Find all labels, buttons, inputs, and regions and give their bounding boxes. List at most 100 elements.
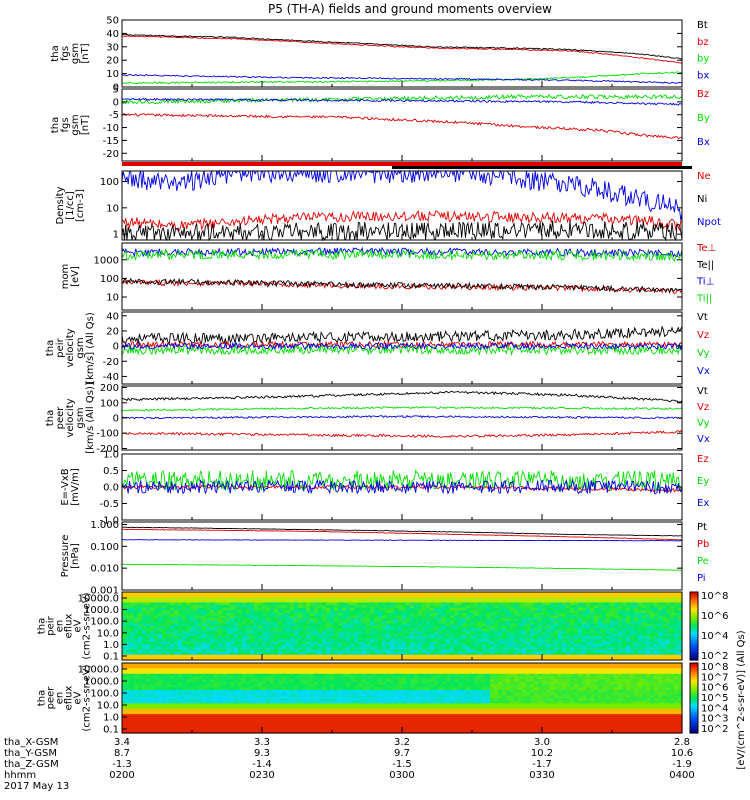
spec-cell-peir_en bbox=[238, 633, 243, 638]
spec-cell-peir_en bbox=[458, 626, 463, 630]
spec-cell-peir_en bbox=[642, 646, 647, 651]
spec-cell-peir_en bbox=[486, 649, 491, 653]
spec-cell-peir_en bbox=[502, 644, 507, 648]
spec-cell-peir_en bbox=[370, 636, 375, 640]
spec-cell-peir_en bbox=[162, 641, 167, 645]
spec-cell-peir_en bbox=[290, 644, 295, 648]
spec-cell-peir_en bbox=[650, 612, 655, 617]
spec-cell-peir_en bbox=[154, 594, 159, 598]
spec-cell-peer_en bbox=[194, 730, 199, 734]
spec-cell-peir_en bbox=[402, 592, 407, 596]
spec-cell-peir_en bbox=[202, 641, 207, 645]
spec-cell-peer_en bbox=[234, 708, 239, 713]
spec-cell-peer_en bbox=[226, 722, 231, 726]
spec-cell-peir_en bbox=[206, 626, 211, 630]
spec-cell-peir_en bbox=[406, 636, 411, 640]
spec-cell-peir_en bbox=[346, 615, 351, 619]
spec-cell-peer_en bbox=[174, 711, 179, 715]
spec-cell-peir_en bbox=[614, 636, 619, 640]
spec-cell-peir_en bbox=[482, 602, 487, 606]
ylabel-line-vel_all-4: [km/s] (All Qs) bbox=[85, 312, 96, 384]
spec-cell-peir_en bbox=[490, 594, 495, 598]
spec-cell-peer_en bbox=[130, 692, 135, 696]
spec-cell-peir_en bbox=[370, 610, 375, 614]
spec-cell-peir_en bbox=[166, 646, 171, 651]
spec-cell-peir_en bbox=[346, 652, 351, 656]
spec-cell-peir_en bbox=[446, 654, 451, 658]
spec-cell-peir_en bbox=[594, 639, 599, 643]
legend-label-vel_e-0: Vt bbox=[697, 386, 708, 397]
spec-cell-peir_en bbox=[638, 646, 643, 651]
spec-cell-peir_en bbox=[534, 652, 539, 656]
spec-cell-peir_en bbox=[350, 657, 355, 661]
spec-cell-peir_en bbox=[494, 641, 499, 645]
spec-ylabel-line-peir_en-5: (cm2-s-sr-eV) bbox=[82, 592, 93, 659]
spec-cell-peir_en bbox=[506, 610, 511, 614]
spec-cell-peir_en bbox=[494, 612, 499, 617]
spec-cell-peir_en bbox=[322, 594, 327, 598]
spec-cell-peir_en bbox=[286, 599, 291, 604]
spec-cell-peir_en bbox=[462, 654, 467, 658]
spec-cell-peir_en bbox=[594, 623, 599, 627]
spec-cell-peer_en bbox=[242, 695, 247, 699]
spec-cell-peir_en bbox=[206, 607, 211, 611]
spec-cell-peir_en bbox=[470, 628, 475, 632]
spec-cell-peir_en bbox=[398, 623, 403, 627]
spec-cell-peir_en bbox=[550, 657, 555, 661]
spec-cell-peir_en bbox=[606, 649, 611, 653]
spec-cell-peir_en bbox=[554, 636, 559, 640]
spec-cell-peir_en bbox=[350, 626, 355, 630]
spec-cell-peir_en bbox=[606, 623, 611, 627]
spec-cell-peer_en bbox=[202, 684, 207, 688]
spec-cell-peir_en bbox=[330, 649, 335, 653]
spec-cell-peir_en bbox=[394, 620, 399, 624]
spec-cell-peir_en bbox=[350, 636, 355, 640]
spec-cell-peir_en bbox=[206, 623, 211, 627]
spec-cell-peir_en bbox=[186, 644, 191, 648]
spec-cell-peer_en bbox=[250, 671, 255, 675]
spec-cell-peir_en bbox=[674, 623, 679, 627]
spec-cell-peir_en bbox=[490, 620, 495, 624]
spec-cell-peer_en bbox=[258, 689, 263, 694]
spec-cell-peir_en bbox=[474, 654, 479, 658]
spec-cell-peir_en bbox=[622, 628, 627, 632]
spec-cell-peir_en bbox=[474, 641, 479, 645]
spec-cell-peer_en bbox=[278, 671, 283, 675]
spec-cell-peir_en bbox=[426, 597, 431, 601]
spec-cell-peir_en bbox=[222, 615, 227, 619]
spec-cell-peir_en bbox=[378, 612, 383, 617]
spec-cell-peir_en bbox=[362, 633, 367, 638]
spec-cell-peir_en bbox=[206, 602, 211, 606]
spec-cell-peir_en bbox=[462, 620, 467, 624]
spec-cell-peir_en bbox=[594, 612, 599, 617]
spec-cell-peer_en bbox=[210, 727, 215, 731]
spec-cell-peer_en bbox=[258, 668, 263, 672]
spec-cell-peir_en bbox=[186, 605, 191, 609]
spec-cell-peir_en bbox=[134, 652, 139, 656]
spec-cell-peer_en bbox=[222, 668, 227, 672]
spec-cell-peir_en bbox=[390, 639, 395, 643]
spec-cell-peir_en bbox=[466, 654, 471, 658]
spec-cell-peer_en bbox=[126, 695, 131, 699]
spec-cell-peir_en bbox=[210, 597, 215, 601]
spec-cell-peir_en bbox=[246, 657, 251, 661]
spec-cell-peer_en bbox=[278, 676, 283, 680]
spec-cell-peer_en bbox=[222, 700, 227, 704]
spec-cell-peir_en bbox=[122, 657, 127, 661]
spec-cell-peer_en bbox=[122, 665, 127, 669]
spec-cell-peir_en bbox=[170, 646, 175, 651]
spec-cell-peir_en bbox=[494, 644, 499, 648]
spec-cell-peer_en bbox=[138, 730, 143, 734]
spec-cell-peir_en bbox=[186, 639, 191, 643]
spec-cell-peer_en bbox=[274, 703, 279, 707]
spec-cell-peir_en bbox=[334, 610, 339, 614]
spec-cell-peir_en bbox=[162, 646, 167, 651]
spec-cell-peir_en bbox=[678, 633, 683, 638]
spec-cell-peir_en bbox=[258, 599, 263, 604]
spec-cell-peir_en bbox=[206, 592, 211, 596]
spec-cell-peir_en bbox=[646, 633, 651, 638]
spec-cell-peer_en bbox=[126, 700, 131, 704]
spec-cell-peir_en bbox=[458, 597, 463, 601]
spec-cell-peir_en bbox=[338, 636, 343, 640]
spec-cell-peir_en bbox=[594, 652, 599, 656]
